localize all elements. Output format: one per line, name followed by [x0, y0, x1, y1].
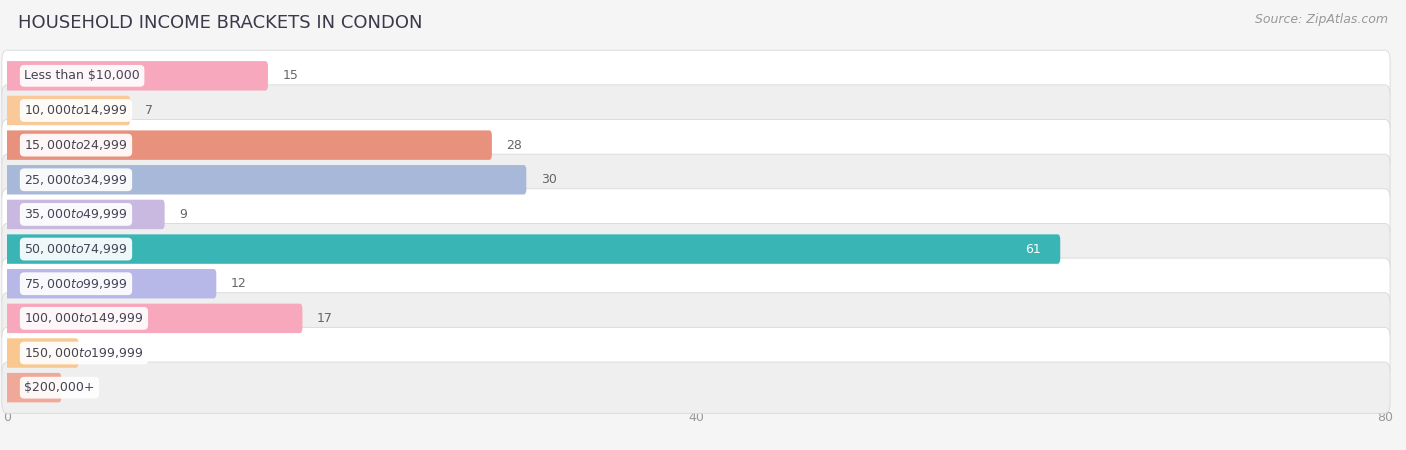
Text: $100,000 to $149,999: $100,000 to $149,999 [24, 311, 143, 325]
Text: HOUSEHOLD INCOME BRACKETS IN CONDON: HOUSEHOLD INCOME BRACKETS IN CONDON [18, 14, 423, 32]
FancyBboxPatch shape [4, 373, 62, 402]
FancyBboxPatch shape [4, 61, 269, 90]
Text: 9: 9 [180, 208, 187, 221]
FancyBboxPatch shape [1, 362, 1391, 413]
Text: $200,000+: $200,000+ [24, 381, 94, 394]
FancyBboxPatch shape [1, 224, 1391, 274]
FancyBboxPatch shape [4, 338, 79, 368]
FancyBboxPatch shape [4, 234, 1060, 264]
FancyBboxPatch shape [4, 96, 131, 125]
Text: 17: 17 [318, 312, 333, 325]
Text: $15,000 to $24,999: $15,000 to $24,999 [24, 138, 128, 152]
Text: 7: 7 [145, 104, 153, 117]
FancyBboxPatch shape [1, 258, 1391, 309]
FancyBboxPatch shape [4, 269, 217, 298]
Text: Less than $10,000: Less than $10,000 [24, 69, 141, 82]
FancyBboxPatch shape [1, 328, 1391, 378]
FancyBboxPatch shape [4, 165, 526, 194]
Text: 3: 3 [76, 381, 84, 394]
FancyBboxPatch shape [1, 85, 1391, 136]
Text: $75,000 to $99,999: $75,000 to $99,999 [24, 277, 128, 291]
Text: Source: ZipAtlas.com: Source: ZipAtlas.com [1254, 14, 1388, 27]
Text: $25,000 to $34,999: $25,000 to $34,999 [24, 173, 128, 187]
Text: $35,000 to $49,999: $35,000 to $49,999 [24, 207, 128, 221]
Text: 12: 12 [231, 277, 246, 290]
Text: $150,000 to $199,999: $150,000 to $199,999 [24, 346, 143, 360]
Text: 30: 30 [541, 173, 557, 186]
Text: $10,000 to $14,999: $10,000 to $14,999 [24, 104, 128, 117]
Text: $50,000 to $74,999: $50,000 to $74,999 [24, 242, 128, 256]
FancyBboxPatch shape [1, 189, 1391, 240]
FancyBboxPatch shape [4, 304, 302, 333]
FancyBboxPatch shape [1, 293, 1391, 344]
FancyBboxPatch shape [1, 50, 1391, 101]
Text: 61: 61 [1025, 243, 1040, 256]
Text: 28: 28 [506, 139, 523, 152]
Text: 15: 15 [283, 69, 298, 82]
Text: 4: 4 [93, 346, 101, 360]
FancyBboxPatch shape [4, 130, 492, 160]
FancyBboxPatch shape [1, 154, 1391, 205]
FancyBboxPatch shape [4, 200, 165, 229]
FancyBboxPatch shape [1, 120, 1391, 171]
